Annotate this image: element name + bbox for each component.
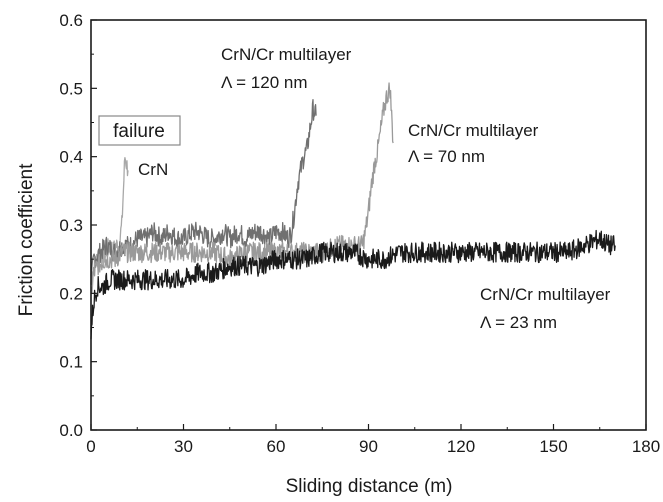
plot-frame: [90, 19, 647, 431]
x-tick-label: 150: [539, 437, 567, 456]
ticks-layer: 0 30 60 90 120 150 180 0.0 0.1 0.2 0.3 0.4 0.5 0.6: [59, 11, 660, 456]
series-line-3: [90, 82, 394, 286]
x-tick-label: 30: [174, 437, 193, 456]
y-axis-title: Friction coefficient: [16, 163, 37, 316]
crn-label: CrN: [138, 160, 168, 179]
failure-label: failure: [113, 121, 165, 142]
multilayer-23-period: Λ = 23 nm: [480, 313, 557, 332]
series-line-4: [90, 229, 616, 340]
series-layer: [90, 82, 616, 340]
series-line-1: [90, 157, 129, 294]
multilayer-120-title: CrN/Cr multilayer: [221, 45, 352, 64]
x-tick-label: 120: [447, 437, 475, 456]
y-tick-label: 0.5: [59, 79, 83, 98]
y-tick-label: 0.0: [59, 421, 83, 440]
multilayer-70-period: Λ = 70 nm: [408, 147, 485, 166]
y-tick-label: 0.6: [59, 11, 83, 30]
x-tick-label: 90: [359, 437, 378, 456]
y-tick-label: 0.4: [59, 148, 83, 167]
failure-label-box: [98, 115, 181, 146]
y-tick-label: 0.2: [59, 284, 83, 303]
y-tick-label: 0.1: [59, 353, 83, 372]
multilayer-120-period: Λ = 120 nm: [221, 73, 308, 92]
y-tick-label: 0.3: [59, 216, 83, 235]
multilayer-70-title: CrN/Cr multilayer: [408, 121, 539, 140]
x-axis-title: Sliding distance (m): [286, 476, 453, 497]
x-tick-label: 180: [632, 437, 660, 456]
x-tick-label: 0: [86, 437, 95, 456]
multilayer-23-title: CrN/Cr multilayer: [480, 285, 611, 304]
x-tick-label: 60: [267, 437, 286, 456]
